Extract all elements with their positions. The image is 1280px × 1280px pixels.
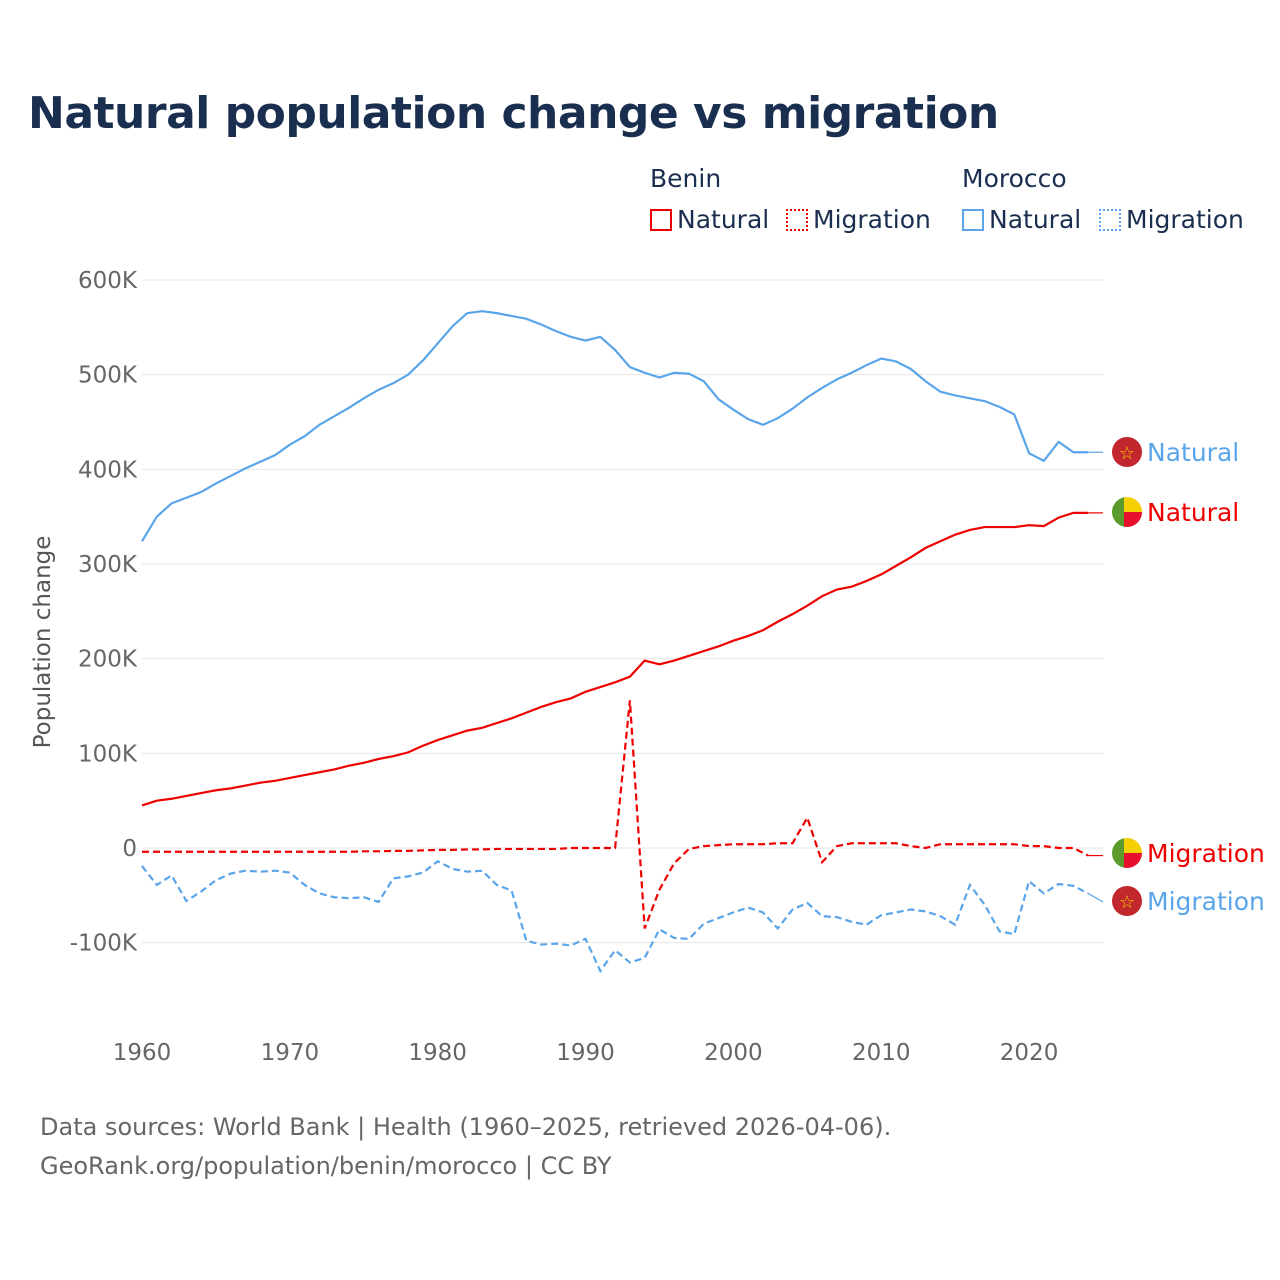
source-line: Data sources: World Bank | Health (1960–… [40,1113,892,1141]
x-tick-label: 1970 [261,1040,320,1066]
legend-label: Natural [677,205,770,234]
star-icon: ☆ [1119,892,1135,913]
dotted-swatch-icon [786,208,808,231]
benin-flag-icon [1112,838,1142,868]
benin-flag-icon [1112,497,1142,527]
y-tick-label: 400K [78,457,138,483]
source-note: Data sources: World Bank | Health (1960–… [40,1108,891,1186]
legend-benin-migration[interactable]: Migration [786,205,931,234]
series-end-label: Migration [1147,887,1265,916]
solid-swatch-icon [962,208,984,231]
y-tick-label: 100K [78,741,138,767]
legend-morocco-natural[interactable]: Natural [962,205,1081,234]
series-line-benin-migration [142,700,1089,929]
y-tick-label: -100K [70,931,138,957]
morocco-flag-icon [1112,437,1142,467]
legend-benin-natural[interactable]: Natural [650,205,769,234]
legend-group-benin: Benin [650,164,722,193]
dotted-swatch-icon [1099,208,1121,231]
x-tick-label: 1980 [408,1040,467,1066]
series-end-label: Natural [1147,438,1239,467]
x-tick-label: 2000 [704,1040,763,1066]
series-end-label: Migration [1147,839,1265,868]
solid-swatch-icon [650,208,672,231]
series-line-morocco-natural [141,310,1089,542]
star-icon: ☆ [1119,443,1135,464]
legend-group-morocco: Morocco [962,164,1067,193]
y-tick-label: 0 [122,836,137,862]
x-tick-label: 2010 [852,1040,911,1066]
series-line-morocco-migration [141,859,1089,974]
y-tick-label: 500K [78,363,138,389]
morocco-flag-icon [1112,886,1142,916]
series-line-benin-natural [141,511,1089,807]
legend-label: Natural [989,205,1082,234]
y-tick-label: 600K [78,268,138,294]
y-tick-label: 200K [78,647,138,673]
series-connector [1087,892,1104,903]
legend-morocco-migration[interactable]: Migration [1099,205,1244,234]
x-tick-label: 1960 [113,1040,172,1066]
y-tick-label: 300K [78,552,138,578]
series-end-label: Natural [1147,498,1239,527]
legend-label: Migration [1126,205,1244,234]
x-tick-label: 2020 [1000,1040,1059,1066]
chart-title: Natural population change vs migration [28,88,999,139]
legend-label: Migration [813,205,931,234]
source-line: GeoRank.org/population/benin/morocco | C… [40,1152,612,1180]
y-axis-label: Population change [30,536,56,749]
x-tick-label: 1990 [556,1040,615,1066]
